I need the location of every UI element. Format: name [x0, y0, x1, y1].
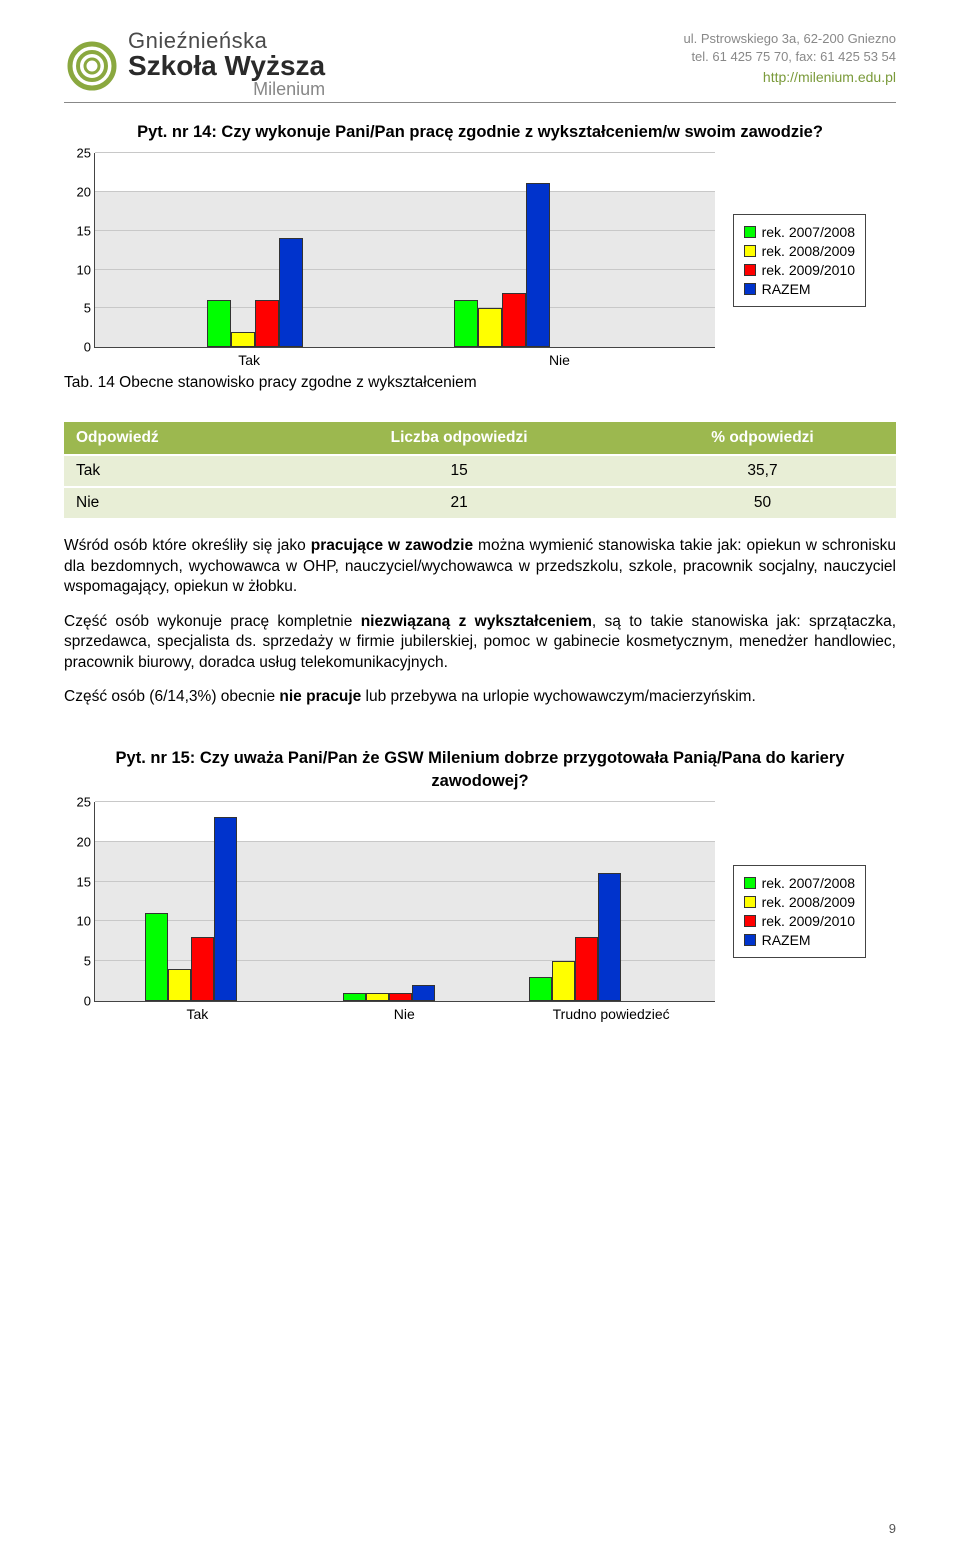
x-label: Tak	[94, 352, 404, 368]
table-header: Liczba odpowiedzi	[289, 422, 629, 455]
table-header: % odpowiedzi	[629, 422, 896, 455]
legend-label: rek. 2009/2010	[762, 913, 855, 929]
legend-label: rek. 2008/2009	[762, 243, 855, 259]
y-tick: 20	[65, 834, 91, 849]
bar	[168, 969, 191, 1001]
legend-swatch	[744, 245, 756, 257]
logo-line2: Szkoła Wyższa	[128, 52, 325, 80]
chart1-title: Pyt. nr 14: Czy wykonuje Pani/Pan pracę …	[114, 121, 846, 143]
legend-item: rek. 2008/2009	[744, 243, 855, 259]
x-label: Trudno powiedzieć	[508, 1006, 715, 1022]
legend-swatch	[744, 896, 756, 908]
chart1-legend: rek. 2007/2008 rek. 2008/2009 rek. 2009/20…	[733, 214, 866, 307]
logo: Gnieźnieńska Szkoła Wyższa Milenium	[64, 30, 325, 98]
bar	[366, 993, 389, 1001]
table-row: Tak1535,7	[64, 455, 896, 487]
y-tick: 25	[65, 146, 91, 161]
logo-swirl-icon	[64, 36, 120, 92]
bar	[214, 817, 237, 1001]
bar	[191, 937, 214, 1001]
legend-label: rek. 2007/2008	[762, 224, 855, 240]
bar	[575, 937, 598, 1001]
legend-item: RAZEM	[744, 281, 855, 297]
legend-item: rek. 2007/2008	[744, 224, 855, 240]
logo-line1: Gnieźnieńska	[128, 30, 325, 52]
bar	[279, 238, 303, 347]
legend-item: rek. 2009/2010	[744, 913, 855, 929]
paragraph-3: Część osób (6/14,3%) obecnie nie pracuje…	[64, 687, 896, 707]
y-tick: 10	[65, 914, 91, 929]
page-number: 9	[889, 1521, 896, 1536]
chart2-block: 0510152025 TakNieTrudno powiedzieć rek. …	[64, 802, 896, 1022]
bar	[412, 985, 435, 1001]
contact-url: http://milenium.edu.pl	[684, 68, 896, 88]
bar	[255, 300, 279, 347]
page-header: Gnieźnieńska Szkoła Wyższa Milenium ul. …	[64, 30, 896, 103]
legend-swatch	[744, 264, 756, 276]
y-tick: 5	[65, 954, 91, 969]
chart2-plot: 0510152025	[94, 802, 715, 1002]
chart1-plot: 0510152025	[94, 153, 715, 348]
legend-label: RAZEM	[762, 932, 811, 948]
y-tick: 25	[65, 794, 91, 809]
y-tick: 20	[65, 185, 91, 200]
bar	[343, 993, 366, 1001]
table1-caption: Tab. 14 Obecne stanowisko pracy zgodne z…	[64, 374, 896, 392]
bar	[598, 873, 621, 1001]
legend-label: rek. 2009/2010	[762, 262, 855, 278]
y-tick: 10	[65, 262, 91, 277]
legend-swatch	[744, 877, 756, 889]
x-label: Tak	[94, 1006, 301, 1022]
chart2-x-labels: TakNieTrudno powiedzieć	[94, 1006, 715, 1022]
bar	[552, 961, 575, 1001]
bar	[478, 308, 502, 347]
legend-label: rek. 2007/2008	[762, 875, 855, 891]
chart1-x-labels: TakNie	[94, 352, 715, 368]
chart2-title: Pyt. nr 15: Czy uważa Pani/Pan że GSW Mi…	[114, 747, 846, 792]
legend-label: rek. 2008/2009	[762, 894, 855, 910]
bar	[526, 183, 550, 347]
bar	[231, 332, 255, 348]
contact-tel: tel. 61 425 75 70, fax: 61 425 53 54	[684, 48, 896, 66]
bar	[502, 293, 526, 348]
x-label: Nie	[404, 352, 714, 368]
x-label: Nie	[301, 1006, 508, 1022]
legend-item: rek. 2009/2010	[744, 262, 855, 278]
chart1-block: 0510152025 TakNie rek. 2007/2008rek. 200…	[64, 153, 896, 368]
paragraph-2: Część osób wykonuje pracę kompletnie nie…	[64, 612, 896, 673]
legend-swatch	[744, 226, 756, 238]
contact-address: ul. Pstrowskiego 3a, 62-200 Gniezno	[684, 30, 896, 48]
legend-item: rek. 2008/2009	[744, 894, 855, 910]
legend-swatch	[744, 915, 756, 927]
legend-swatch	[744, 283, 756, 295]
paragraph-1: Wśród osób które określiły się jako prac…	[64, 536, 896, 597]
y-tick: 0	[65, 993, 91, 1008]
bar	[389, 993, 412, 1001]
bar	[454, 300, 478, 347]
legend-item: rek. 2007/2008	[744, 875, 855, 891]
legend-swatch	[744, 934, 756, 946]
contact-block: ul. Pstrowskiego 3a, 62-200 Gniezno tel.…	[684, 30, 896, 88]
table-row: Nie2150	[64, 487, 896, 518]
y-tick: 0	[65, 340, 91, 355]
legend-item: RAZEM	[744, 932, 855, 948]
legend-label: RAZEM	[762, 281, 811, 297]
y-tick: 15	[65, 223, 91, 238]
bar	[207, 300, 231, 347]
bar	[145, 913, 168, 1001]
bar	[529, 977, 552, 1001]
chart2-legend: rek. 2007/2008 rek. 2008/2009 rek. 2009/20…	[733, 865, 866, 958]
logo-line3: Milenium	[128, 80, 325, 98]
table1: OdpowiedźLiczba odpowiedzi% odpowiedzi T…	[64, 422, 896, 518]
y-tick: 15	[65, 874, 91, 889]
y-tick: 5	[65, 301, 91, 316]
table-header: Odpowiedź	[64, 422, 289, 455]
